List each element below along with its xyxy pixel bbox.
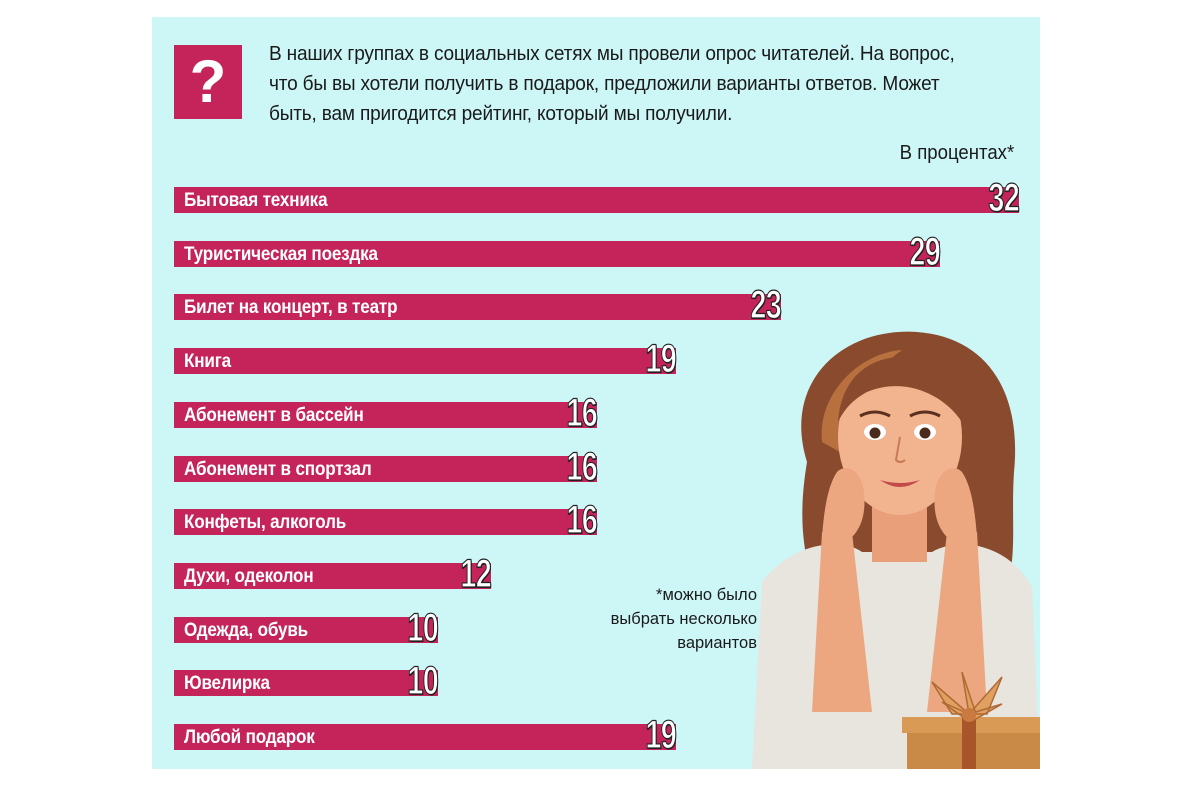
bar-category-label: Билет на концерт, в театр	[184, 297, 398, 318]
right-brow-shape	[909, 410, 941, 418]
footnote-line: вариантов	[677, 634, 757, 652]
footnote: *можно было выбрать несколько вариантов	[567, 583, 757, 655]
bar	[174, 617, 438, 643]
bar	[174, 509, 597, 535]
bar	[174, 294, 781, 320]
gift-bow-shape	[931, 671, 1003, 722]
bar-value-label: 12	[460, 552, 492, 596]
bar	[174, 348, 676, 374]
bar-value-label: 10	[407, 606, 439, 650]
left-forearm-shape	[812, 532, 872, 712]
bar-category-label: Книга	[184, 351, 232, 372]
bar-category-label: Абонемент в спортзал	[184, 459, 372, 480]
bar-value-label: 19	[645, 337, 677, 381]
bar-value-label: 16	[566, 445, 598, 489]
intro-text: В наших группах в социальных сетях мы пр…	[269, 42, 955, 125]
bar	[174, 670, 438, 696]
bar-value-label: 19	[645, 713, 677, 757]
nose-shape	[894, 436, 906, 463]
bar-category-label: Ювелирка	[184, 673, 270, 694]
right-forearm-shape	[927, 532, 987, 712]
bar	[174, 456, 597, 482]
bar-category-label: Туристическая поездка	[184, 244, 378, 265]
bar-category-label: Абонемент в бассейн	[184, 405, 364, 426]
bangs-shape	[838, 356, 963, 422]
unit-label: В процентах*	[899, 142, 1014, 164]
bar	[174, 563, 491, 589]
right-pupil-shape	[919, 427, 931, 439]
bar-category-label: Конфеты, алкоголь	[184, 512, 347, 533]
bar-value-label: 23	[750, 283, 782, 327]
bar-category-label: Любой подарок	[184, 727, 315, 748]
bar	[174, 241, 940, 267]
bar	[174, 724, 676, 750]
bar-value-label: 29	[909, 230, 941, 274]
mouth-shape	[880, 480, 920, 487]
bar-value-label: 32	[988, 176, 1020, 220]
bar	[174, 402, 597, 428]
left-hand-shape	[822, 468, 865, 537]
left-pupil-shape	[869, 427, 881, 439]
right-hand-shape	[934, 468, 977, 537]
infographic-panel: ? В наших группах в социальных сетях мы …	[152, 17, 1040, 769]
bar-category-label: Бытовая техника	[184, 190, 328, 211]
gift-bow-knot-shape	[962, 708, 976, 722]
footnote-line: *можно было	[656, 586, 757, 604]
bar-value-label: 16	[566, 498, 598, 542]
bar-value-label: 16	[566, 391, 598, 435]
bar-category-label: Духи, одеколон	[184, 566, 314, 587]
bar-category-label: Одежда, обувь	[184, 620, 308, 641]
illustration-woman-with-gift	[752, 331, 1040, 769]
question-mark-icon: ?	[174, 45, 242, 119]
left-brow-shape	[859, 410, 891, 418]
bar-value-label: 10	[407, 659, 439, 703]
bar	[174, 187, 1019, 213]
footnote-line: выбрать несколько	[610, 610, 757, 628]
gift-ribbon-shape	[962, 717, 976, 769]
